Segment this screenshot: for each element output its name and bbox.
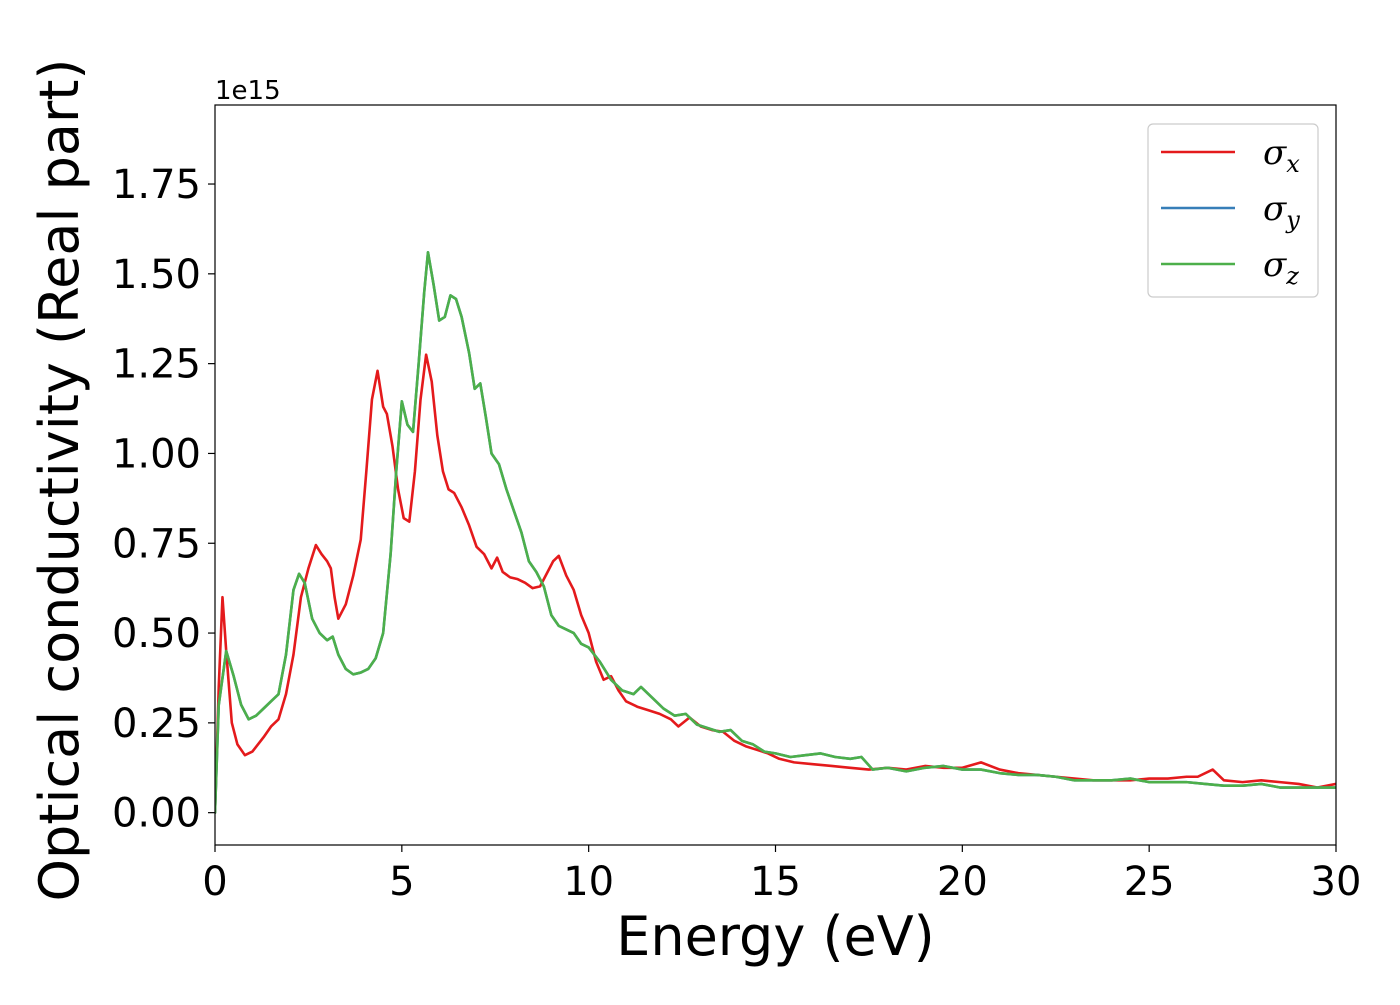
y-offset-text: 1e15 xyxy=(215,76,281,106)
y-axis: 0.00 0.25 0.50 0.75 1.00 1.25 1.50 1.75 xyxy=(112,162,215,837)
series-line-y xyxy=(215,250,1336,814)
x-axis-label: Energy (eV) xyxy=(616,905,935,968)
series-line-x xyxy=(215,353,1336,814)
legend-label-z: σz xyxy=(1263,245,1299,290)
legend: σx σy σz xyxy=(1147,123,1319,298)
legend-label-x: σx xyxy=(1263,133,1300,178)
x-tick-label: 5 xyxy=(389,859,414,905)
x-tick-label: 0 xyxy=(202,859,227,905)
legend-frame xyxy=(1147,123,1319,298)
y-axis-label: Optical conductivity (Real part) xyxy=(28,59,91,902)
y-tick-label: 1.00 xyxy=(112,431,201,477)
series-line-z xyxy=(215,250,1336,814)
y-tick-label: 1.25 xyxy=(112,342,201,388)
x-tick-label: 30 xyxy=(1311,859,1362,905)
y-tick-label: 0.00 xyxy=(112,791,201,837)
x-tick-label: 20 xyxy=(937,859,988,905)
y-tick-label: 0.25 xyxy=(112,701,201,747)
y-tick-label: 0.50 xyxy=(112,611,201,657)
y-tick-label: 1.50 xyxy=(112,252,201,298)
series-layer xyxy=(215,250,1336,814)
y-tick-label: 0.75 xyxy=(112,521,201,567)
x-tick-label: 25 xyxy=(1124,859,1175,905)
x-tick-label: 10 xyxy=(563,859,614,905)
legend-label-y: σy xyxy=(1263,189,1300,234)
x-axis: 0 5 10 15 20 25 30 xyxy=(202,845,1361,905)
y-tick-label: 1.75 xyxy=(112,162,201,208)
x-tick-label: 15 xyxy=(750,859,801,905)
